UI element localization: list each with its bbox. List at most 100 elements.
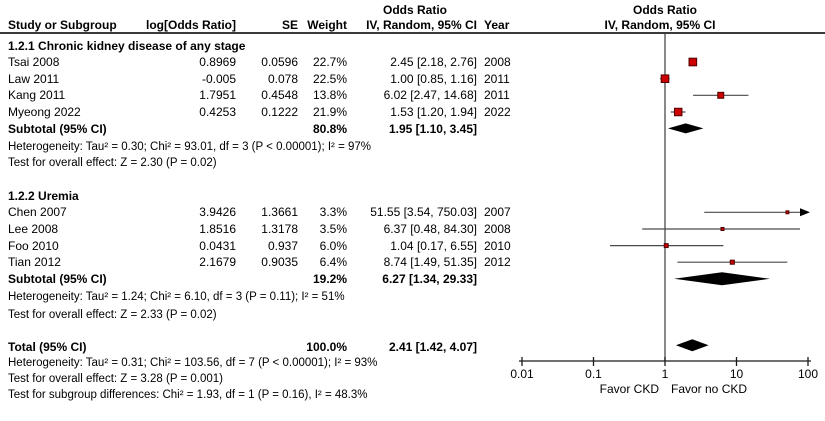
weight-value: 21.9% (312, 105, 347, 119)
study-name: Chen 2007 (8, 205, 67, 220)
col-header-year: Year (484, 18, 510, 32)
col-header-weight: Weight (307, 18, 347, 32)
or-ci-value: 1.00 [0.85, 1.16] (390, 71, 477, 86)
study-name: Foo 2010 (8, 238, 59, 253)
study-marker (717, 91, 725, 99)
subtotal-or-ci: 6.27 [1.34, 29.33] (382, 271, 477, 286)
axis-tick-label: 10 (730, 367, 744, 381)
weight-value: 13.8% (312, 88, 347, 103)
subtotal-weight: 19.2% (312, 271, 347, 286)
subtotal-row: Subtotal (95% CI) 19.2% 6.27 [1.34, 29.3… (0, 272, 545, 286)
weight-value: 22.7% (312, 55, 347, 69)
col-header-se: SE (281, 18, 298, 32)
year-value: 2008 (484, 222, 511, 236)
heterogeneity-note: Heterogeneity: Tau² = 1.24; Chi² = 6.10,… (8, 290, 345, 303)
study-marker (729, 259, 735, 265)
study-row: Law 2011 -0.005 0.078 22.5% 1.00 [0.85, … (0, 72, 545, 86)
log-or-value: 1.8516 (199, 222, 236, 236)
subtotal-row: Subtotal (95% CI) 80.8% 1.95 [1.10, 3.45… (0, 122, 545, 136)
se-value: 0.078 (267, 71, 298, 86)
axis-tick-label: 0.1 (585, 367, 602, 381)
weight-value: 6.4% (319, 255, 347, 270)
weight-value: 6.0% (319, 238, 347, 253)
year-value: 2007 (484, 205, 511, 220)
arrow-right-icon (800, 208, 810, 217)
study-row: Kang 2011 1.7951 0.4548 13.8% 6.02 [2.47… (0, 88, 545, 102)
study-name: Kang 2011 (8, 88, 66, 103)
se-value: 1.3178 (261, 222, 298, 236)
subtotal-label: Subtotal (95% CI) (8, 121, 107, 136)
weight-value: 22.5% (312, 71, 347, 86)
study-marker (673, 107, 683, 117)
study-name: Tsai 2008 (8, 55, 60, 69)
or-ci-value: 1.53 [1.20, 1.94] (390, 105, 477, 119)
or-ci-value: 1.04 [0.17, 6.55] (390, 238, 477, 253)
subgroup-differences-note: Test for subgroup differences: Chi² = 1.… (8, 389, 368, 402)
study-name: Myeong 2022 (8, 105, 81, 119)
study-name: Lee 2008 (8, 222, 59, 236)
header-divider (0, 32, 825, 34)
year-value: 2011 (484, 71, 510, 86)
log-or-value: -0.005 (201, 71, 236, 86)
study-row: Chen 2007 3.9426 1.3661 3.3% 51.55 [3.54… (0, 205, 545, 219)
total-or-ci: 2.41 [1.42, 4.07] (388, 339, 477, 354)
se-value: 0.1222 (261, 105, 298, 119)
axis-tick-label: 0.01 (510, 367, 534, 381)
log-or-value: 0.8969 (199, 55, 236, 69)
study-marker (720, 227, 725, 231)
study-row: Lee 2008 1.8516 1.3178 3.5% 6.37 [0.48, … (0, 222, 545, 236)
study-name: Law 2011 (8, 71, 60, 86)
or-column-title: Odds Ratio (382, 3, 447, 17)
col-header-log-or: log[Odds Ratio] (146, 18, 236, 32)
se-value: 0.937 (267, 238, 298, 253)
plot-subtitle: IV, Random, 95% CI (604, 18, 716, 32)
se-value: 0.9035 (261, 255, 298, 270)
study-name: Tian 2012 (8, 255, 61, 270)
col-header-study: Study or Subgroup (8, 18, 117, 32)
study-marker (688, 57, 698, 67)
study-marker (663, 243, 669, 249)
subtotal-weight: 80.8% (312, 121, 347, 136)
or-ci-value: 6.02 [2.47, 14.68] (383, 88, 477, 103)
overall-effect-note: Test for overall effect: Z = 2.33 (P = 0… (8, 308, 217, 321)
subtotal-label: Subtotal (95% CI) (8, 271, 107, 286)
year-value: 2010 (484, 238, 511, 253)
heterogeneity-note: Heterogeneity: Tau² = 0.30; Chi² = 93.01… (8, 140, 372, 153)
total-label: Total (95% CI) (8, 339, 87, 354)
table-header-row: Study or Subgroup log[Odds Ratio] SE Wei… (0, 18, 545, 32)
year-value: 2011 (484, 88, 510, 103)
log-or-value: 0.0431 (199, 238, 236, 253)
weight-value: 3.3% (319, 205, 347, 220)
total-weight: 100.0% (306, 339, 347, 354)
se-value: 0.0596 (261, 55, 298, 69)
log-or-value: 0.4253 (199, 105, 236, 119)
axis-tick-label: 100 (798, 367, 818, 381)
total-heterogeneity-note: Heterogeneity: Tau² = 0.31; Chi² = 103.5… (8, 356, 378, 369)
subtotal-diamond (674, 272, 770, 286)
study-row: Myeong 2022 0.4253 0.1222 21.9% 1.53 [1.… (0, 105, 545, 119)
subgroup-title: 1.2.1 Chronic kidney disease of any stag… (8, 38, 246, 53)
col-header-or-ci: IV, Random, 95% CI (366, 18, 477, 32)
axis-tick-label: 1 (662, 367, 669, 381)
log-or-value: 1.7951 (199, 88, 236, 103)
study-marker (660, 74, 670, 83)
log-or-value: 2.1679 (199, 255, 236, 270)
total-diamond (675, 339, 709, 352)
total-overall-effect-note: Test for overall effect: Z = 3.28 (P = 0… (8, 372, 223, 385)
favor-right-label: Favor no CKD (671, 382, 747, 396)
study-row: Foo 2010 0.0431 0.937 6.0% 1.04 [0.17, 6… (0, 239, 545, 253)
or-ci-value: 51.55 [3.54, 750.03] (370, 205, 477, 220)
subgroup-title: 1.2.2 Uremia (8, 188, 79, 203)
year-value: 2022 (484, 105, 511, 119)
year-value: 2008 (484, 55, 511, 69)
overall-effect-note: Test for overall effect: Z = 2.30 (P = 0… (8, 157, 217, 169)
log-or-value: 3.9426 (199, 205, 236, 220)
se-value: 0.4548 (261, 88, 298, 103)
or-ci-value: 2.45 [2.18, 2.76] (390, 55, 477, 69)
plot-title: Odds Ratio (632, 3, 697, 17)
or-ci-value: 8.74 [1.49, 51.35] (383, 255, 477, 270)
subtotal-or-ci: 1.95 [1.10, 3.45] (388, 121, 477, 136)
study-row: Tsai 2008 0.8969 0.0596 22.7% 2.45 [2.18… (0, 55, 545, 69)
